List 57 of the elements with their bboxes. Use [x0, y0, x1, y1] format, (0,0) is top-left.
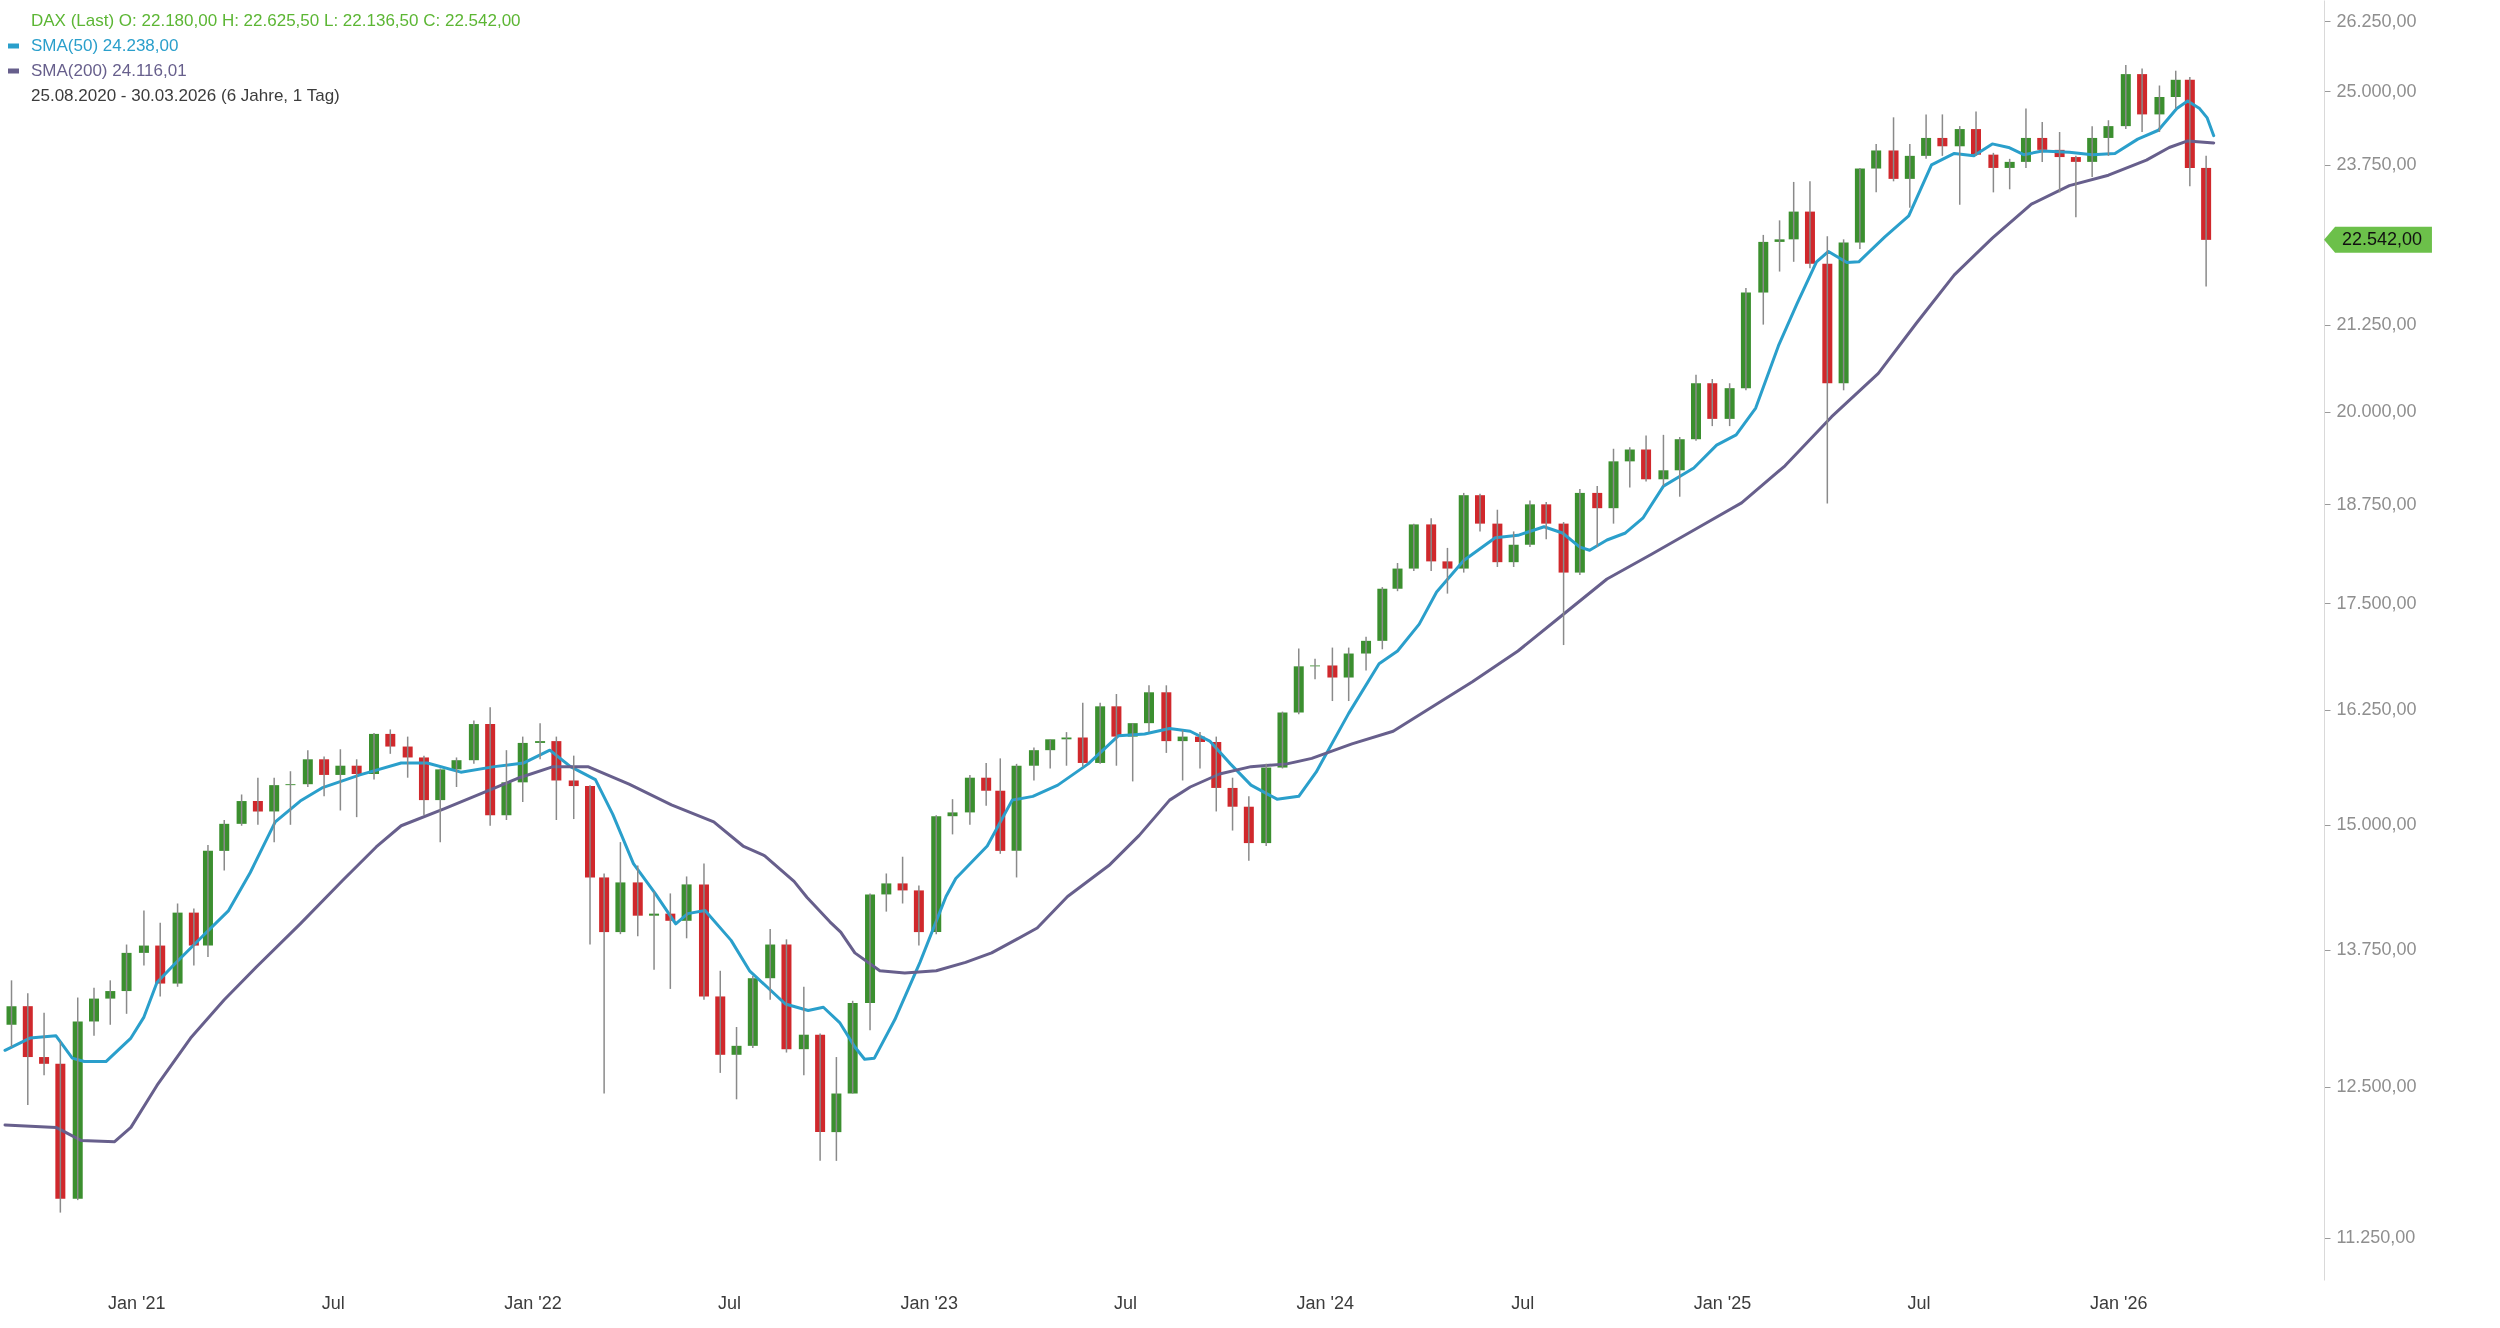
candlestick — [1674, 436, 1685, 498]
candlestick — [1343, 646, 1354, 702]
y-tick-label: 26.250,00 — [2336, 10, 2417, 31]
text: 25.08.2020 - 30.03.2026 (6 Jahre, 1 Tag) — [31, 86, 340, 105]
candlestick — [881, 872, 892, 913]
candlestick — [285, 770, 296, 826]
x-tick-label: Jul — [321, 1292, 345, 1313]
candlestick — [1707, 378, 1718, 427]
y-tick-label: 20.000,00 — [2336, 401, 2417, 422]
text: 22.542,00 — [2341, 228, 2423, 249]
candlestick — [1658, 434, 1669, 487]
candlestick — [2103, 119, 2114, 157]
y-tick-label: 21.250,00 — [2336, 314, 2417, 335]
candlestick — [897, 855, 908, 905]
x-tick-label: Jan '21 — [108, 1292, 166, 1313]
candlestick — [1758, 234, 1769, 326]
x-tick-label: Jan '22 — [504, 1292, 562, 1313]
y-tick-label: 23.750,00 — [2336, 154, 2417, 175]
legend-label: SMA(200) 24.116,01 — [31, 61, 187, 80]
legend-label: SMA(50) 24.238,00 — [31, 36, 179, 55]
x-tick-label: Jan '25 — [1693, 1292, 1752, 1313]
candlestick — [1822, 235, 1833, 505]
x-tick-label: Jul — [1907, 1292, 1931, 1313]
candlestick — [715, 970, 726, 1074]
x-tick-label: Jan '23 — [900, 1292, 958, 1313]
candlestick — [1327, 646, 1338, 702]
y-tick-label: 17.500,00 — [2336, 592, 2417, 613]
x-tick-label: Jul — [717, 1292, 741, 1313]
candlestick — [105, 979, 116, 1026]
y-tick-label: 16.250,00 — [2336, 699, 2417, 720]
candlestick — [1442, 547, 1453, 595]
y-tick-label: 18.750,00 — [2336, 493, 2417, 514]
candlestick — [2004, 158, 2015, 191]
candlestick — [1377, 586, 1388, 651]
candlestick — [615, 841, 626, 935]
y-tick-label: 25.000,00 — [2336, 80, 2417, 101]
candlestick — [1888, 116, 1899, 183]
candlestick — [6, 979, 17, 1048]
x-tick-label: Jul — [1114, 1292, 1138, 1313]
candlestick — [731, 1026, 742, 1101]
candlestick — [947, 798, 958, 836]
x-tick-label: Jul — [1511, 1292, 1535, 1313]
candlestick — [385, 728, 396, 755]
x-tick-label: Jan '24 — [1296, 1292, 1355, 1313]
y-tick-label: 15.000,00 — [2336, 814, 2417, 835]
candlestick — [1608, 448, 1619, 525]
candlestick — [236, 793, 247, 827]
y-tick-label: 13.750,00 — [2336, 939, 2417, 960]
x-tick-label: Jan '26 — [2089, 1292, 2148, 1313]
y-tick-label: 11.250,00 — [2336, 1227, 2416, 1248]
candlestick — [1724, 382, 1735, 427]
candlestick — [1227, 776, 1238, 832]
candlestick — [121, 943, 132, 1015]
y-tick-label: 12.500,00 — [2336, 1076, 2417, 1097]
candlestick — [1774, 219, 1785, 273]
candlestick — [568, 754, 579, 820]
text: DAX (Last) O: 22.180,00 H: 22.625,50 L: 22.136,50 C: 22.542,00 — [31, 11, 521, 30]
